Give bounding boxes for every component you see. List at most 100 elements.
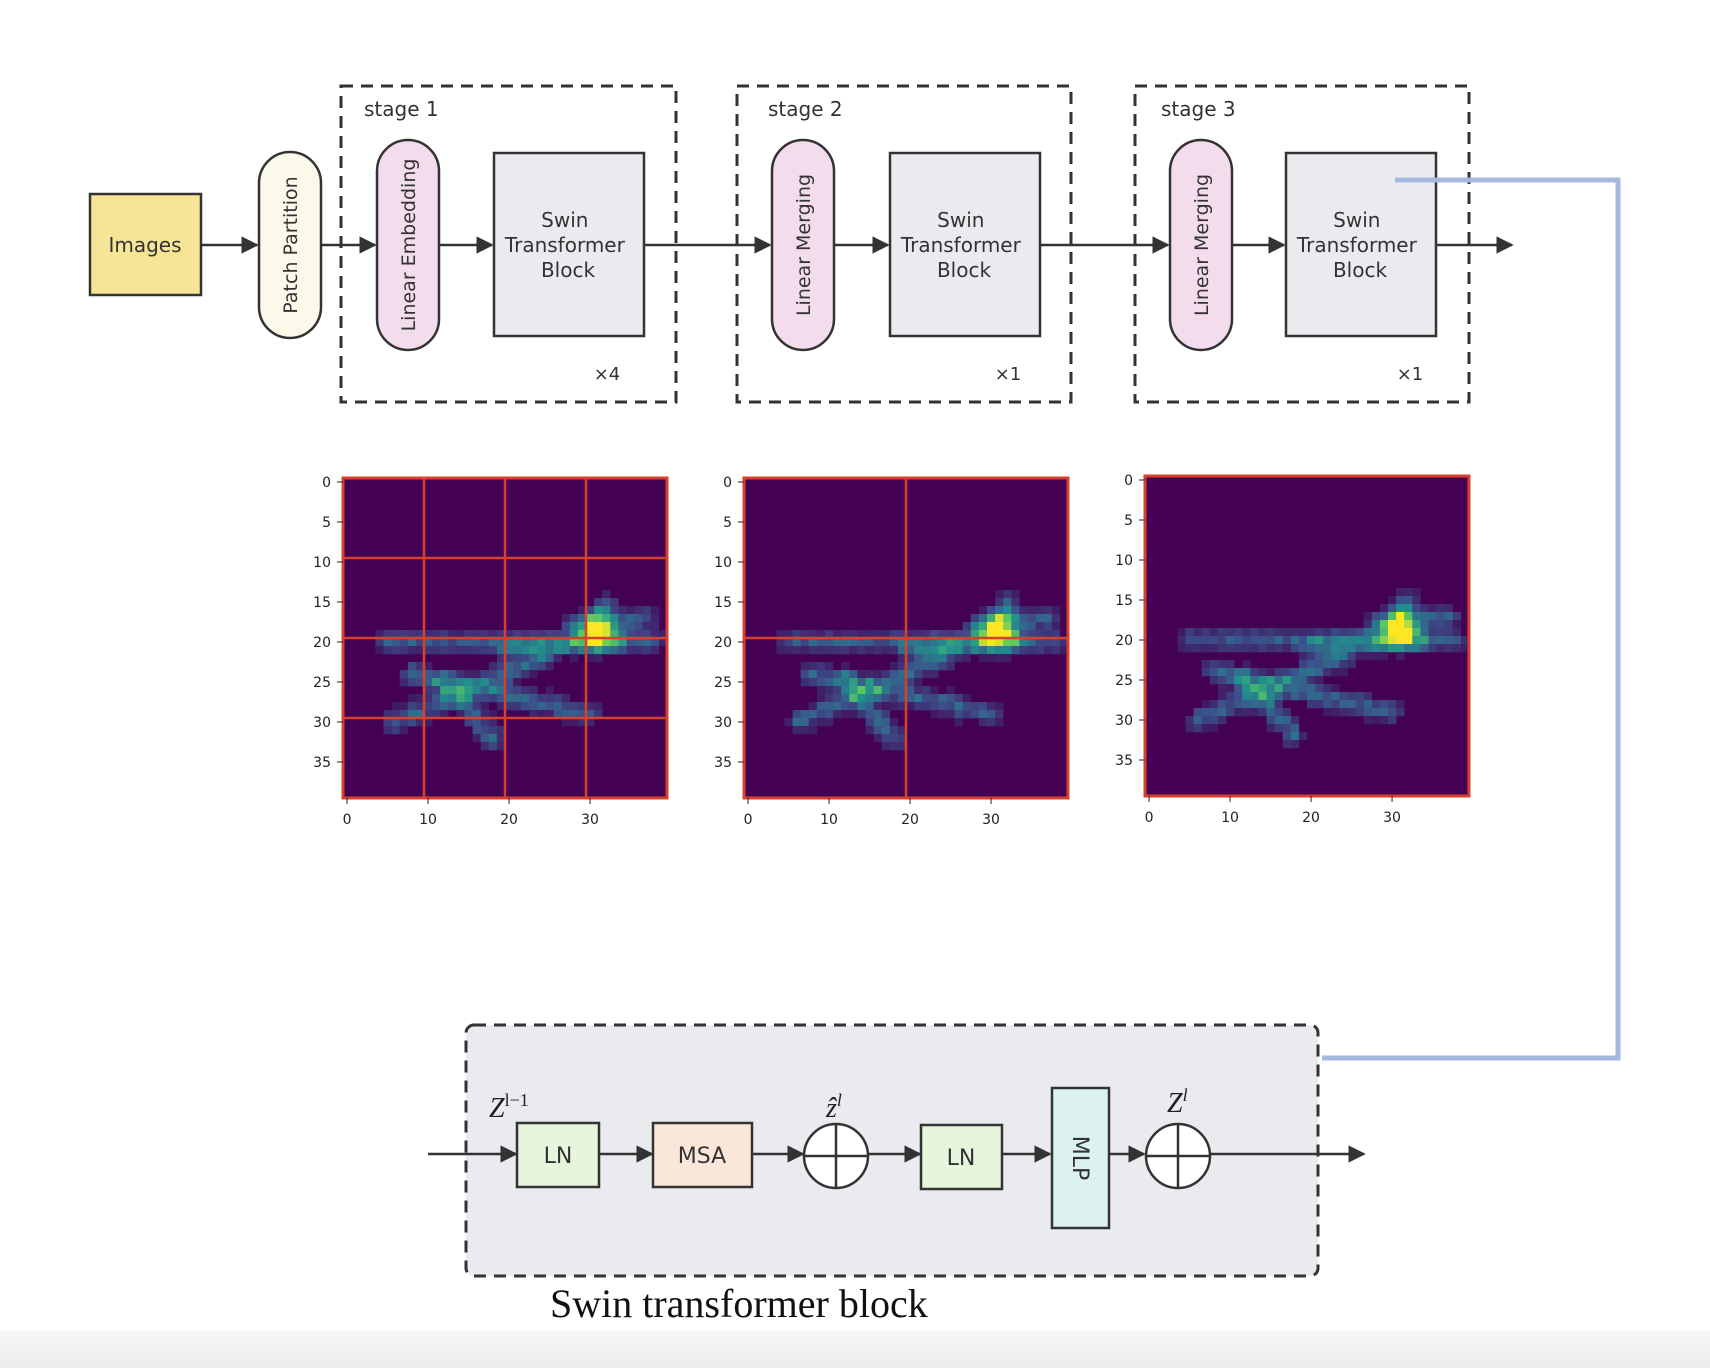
heatmap-cell <box>897 742 907 751</box>
heatmap-cell <box>987 710 996 719</box>
heatmap-cell <box>1226 660 1235 669</box>
heatmap-cell <box>399 678 409 687</box>
heatmap-cell <box>922 694 931 703</box>
heatmap-cell <box>577 718 587 727</box>
heatmap-cell <box>1323 700 1332 709</box>
heatmap-cell <box>825 630 834 639</box>
heatmap-cell <box>375 638 384 647</box>
heatmap-cell <box>978 622 988 631</box>
heatmap-cell <box>784 638 793 647</box>
heatmap-cell <box>602 638 611 647</box>
heatmap-cell <box>1282 628 1292 637</box>
heatmap-cell <box>407 662 417 671</box>
heatmap-cell <box>1404 596 1413 605</box>
heatmap-cell <box>505 646 514 655</box>
heatmap-cell <box>1315 636 1324 645</box>
heatmap-cell <box>897 646 907 655</box>
heatmap-cell <box>529 686 538 695</box>
heatmap-cell <box>602 646 611 655</box>
heatmap-cell <box>849 694 858 703</box>
heatmap-cell <box>1282 708 1292 717</box>
heatmap-cell <box>1217 660 1227 669</box>
heatmap-cell <box>602 598 611 607</box>
heatmap-cell <box>962 646 972 655</box>
y-tick-label: 20 <box>714 635 732 651</box>
heatmap-cell <box>1315 668 1324 677</box>
heatmap-cell <box>954 702 963 711</box>
heatmap-cell <box>480 742 490 751</box>
heatmap-cell <box>1298 636 1308 645</box>
heatmap-cell <box>537 654 546 663</box>
heatmap-cell <box>833 702 842 711</box>
heatmap-cell <box>586 702 595 711</box>
swin-block-stage-3-label: Swin Transformer Block <box>1296 208 1423 282</box>
heatmap-cell <box>1355 636 1364 645</box>
heatmap-cell <box>488 742 498 751</box>
residual-add-icon-1 <box>802 1122 870 1190</box>
heatmap-cell <box>594 710 603 719</box>
heatmap-cell <box>618 622 627 631</box>
heatmap-cell <box>776 646 785 655</box>
heatmap-cell <box>464 678 473 687</box>
heatmap-cell <box>1379 604 1389 613</box>
heatmap-cell <box>496 646 506 655</box>
heatmap-cell <box>415 670 425 679</box>
heatmap-cell <box>545 630 554 639</box>
heatmap-cell <box>1452 628 1462 637</box>
heatmap-cell <box>1035 646 1044 655</box>
heatmap-cell <box>488 686 498 695</box>
ln-box-2 <box>919 1123 1004 1191</box>
heatmap-cell <box>496 686 506 695</box>
heatmap-cell <box>513 654 522 663</box>
heatmap-cell <box>1217 668 1227 677</box>
heatmap-cell <box>873 718 882 727</box>
heatmap-cell <box>1242 628 1251 637</box>
heatmap-cell <box>1444 628 1454 637</box>
heatmap-cell <box>1412 620 1421 629</box>
heatmap-cell <box>987 630 996 639</box>
heatmap-cell <box>464 670 473 679</box>
heatmap-cell <box>1226 668 1235 677</box>
heatmap-cell <box>472 646 481 655</box>
heatmap-cell <box>1226 628 1235 637</box>
heatmap-cell <box>978 654 988 663</box>
heatmap-cell <box>833 710 842 719</box>
heatmap-cell <box>537 646 546 655</box>
heatmap-cell <box>1201 668 1211 677</box>
heatmap-cell <box>857 670 866 679</box>
heatmap-cell <box>1412 588 1421 597</box>
heatmap-cell <box>472 638 481 647</box>
heatmap-cell <box>602 622 611 631</box>
heatmap-cell <box>1428 628 1437 637</box>
heatmap-cell <box>415 662 425 671</box>
heatmap-cell <box>1428 644 1437 653</box>
swin-block-stage-3 <box>1284 151 1438 338</box>
heatmap-cell <box>808 630 818 639</box>
heatmap-cell <box>1388 628 1397 637</box>
heatmap-cell <box>1412 628 1421 637</box>
heatmap-cell <box>1201 724 1211 733</box>
heatmap-cell <box>407 630 417 639</box>
heatmap-cell <box>897 662 907 671</box>
heatmap-cell <box>1250 692 1259 701</box>
heatmap-cell <box>618 630 627 639</box>
heatmap-cell <box>1379 644 1389 653</box>
heatmap-cell <box>505 678 514 687</box>
heatmap-cell <box>849 686 858 695</box>
heatmap-cell <box>1282 644 1292 653</box>
heatmap-cell <box>456 702 465 711</box>
heatmap-cell <box>881 710 891 719</box>
heatmap-cell <box>448 694 457 703</box>
heatmap-cell <box>873 646 882 655</box>
heatmap-cell <box>1201 660 1211 669</box>
heatmap-cell <box>1315 692 1324 701</box>
heatmap-cell <box>424 686 433 695</box>
heatmap-cell <box>1412 612 1421 621</box>
heatmap-cell <box>889 742 899 751</box>
heatmap-cell <box>897 734 907 743</box>
heatmap-cell <box>1282 668 1292 677</box>
heatmap-cell <box>1331 636 1340 645</box>
heatmap-cell <box>954 718 963 727</box>
heatmap-cell <box>496 654 506 663</box>
heatmap-cell <box>1298 732 1308 741</box>
